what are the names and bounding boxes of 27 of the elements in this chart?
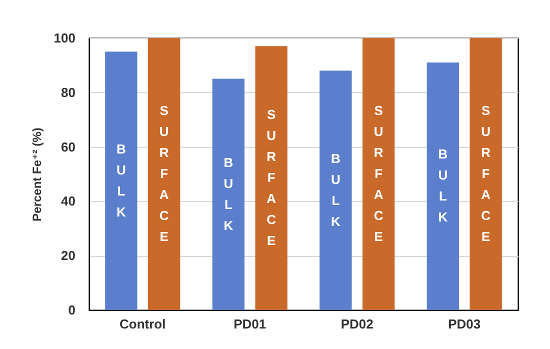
y-tick-label: 60 bbox=[61, 139, 76, 154]
text: BULK bbox=[330, 150, 340, 229]
x-tick-label: PD03 bbox=[448, 316, 481, 332]
text: SURFACE bbox=[481, 103, 491, 244]
bar bbox=[362, 38, 395, 310]
y-tick-label: 100 bbox=[54, 30, 76, 46]
series-label: BULK bbox=[116, 141, 126, 220]
bar bbox=[105, 52, 138, 310]
bar bbox=[212, 78, 245, 310]
bar bbox=[148, 38, 180, 310]
series-label: SURFACE bbox=[159, 103, 170, 244]
y-tick-label: 0 bbox=[68, 302, 76, 318]
bar bbox=[255, 46, 288, 310]
y-tick-label: 80 bbox=[61, 84, 76, 100]
x-tick-label: Control bbox=[120, 316, 166, 332]
x-tick-label: PD01 bbox=[234, 316, 266, 332]
text: BULK bbox=[438, 146, 448, 225]
y-tick-label: 20 bbox=[61, 248, 76, 264]
text: SURFACE bbox=[266, 107, 276, 248]
text: SURFACE bbox=[374, 103, 384, 244]
bar bbox=[426, 62, 460, 310]
bar bbox=[320, 70, 352, 310]
bar bbox=[470, 38, 502, 310]
y-axis-title: Percent Fe⁺² (%) bbox=[30, 128, 44, 222]
y-tick-label: 40 bbox=[61, 194, 76, 209]
x-tick-label: PD02 bbox=[340, 316, 374, 332]
text: BULK bbox=[224, 154, 234, 233]
